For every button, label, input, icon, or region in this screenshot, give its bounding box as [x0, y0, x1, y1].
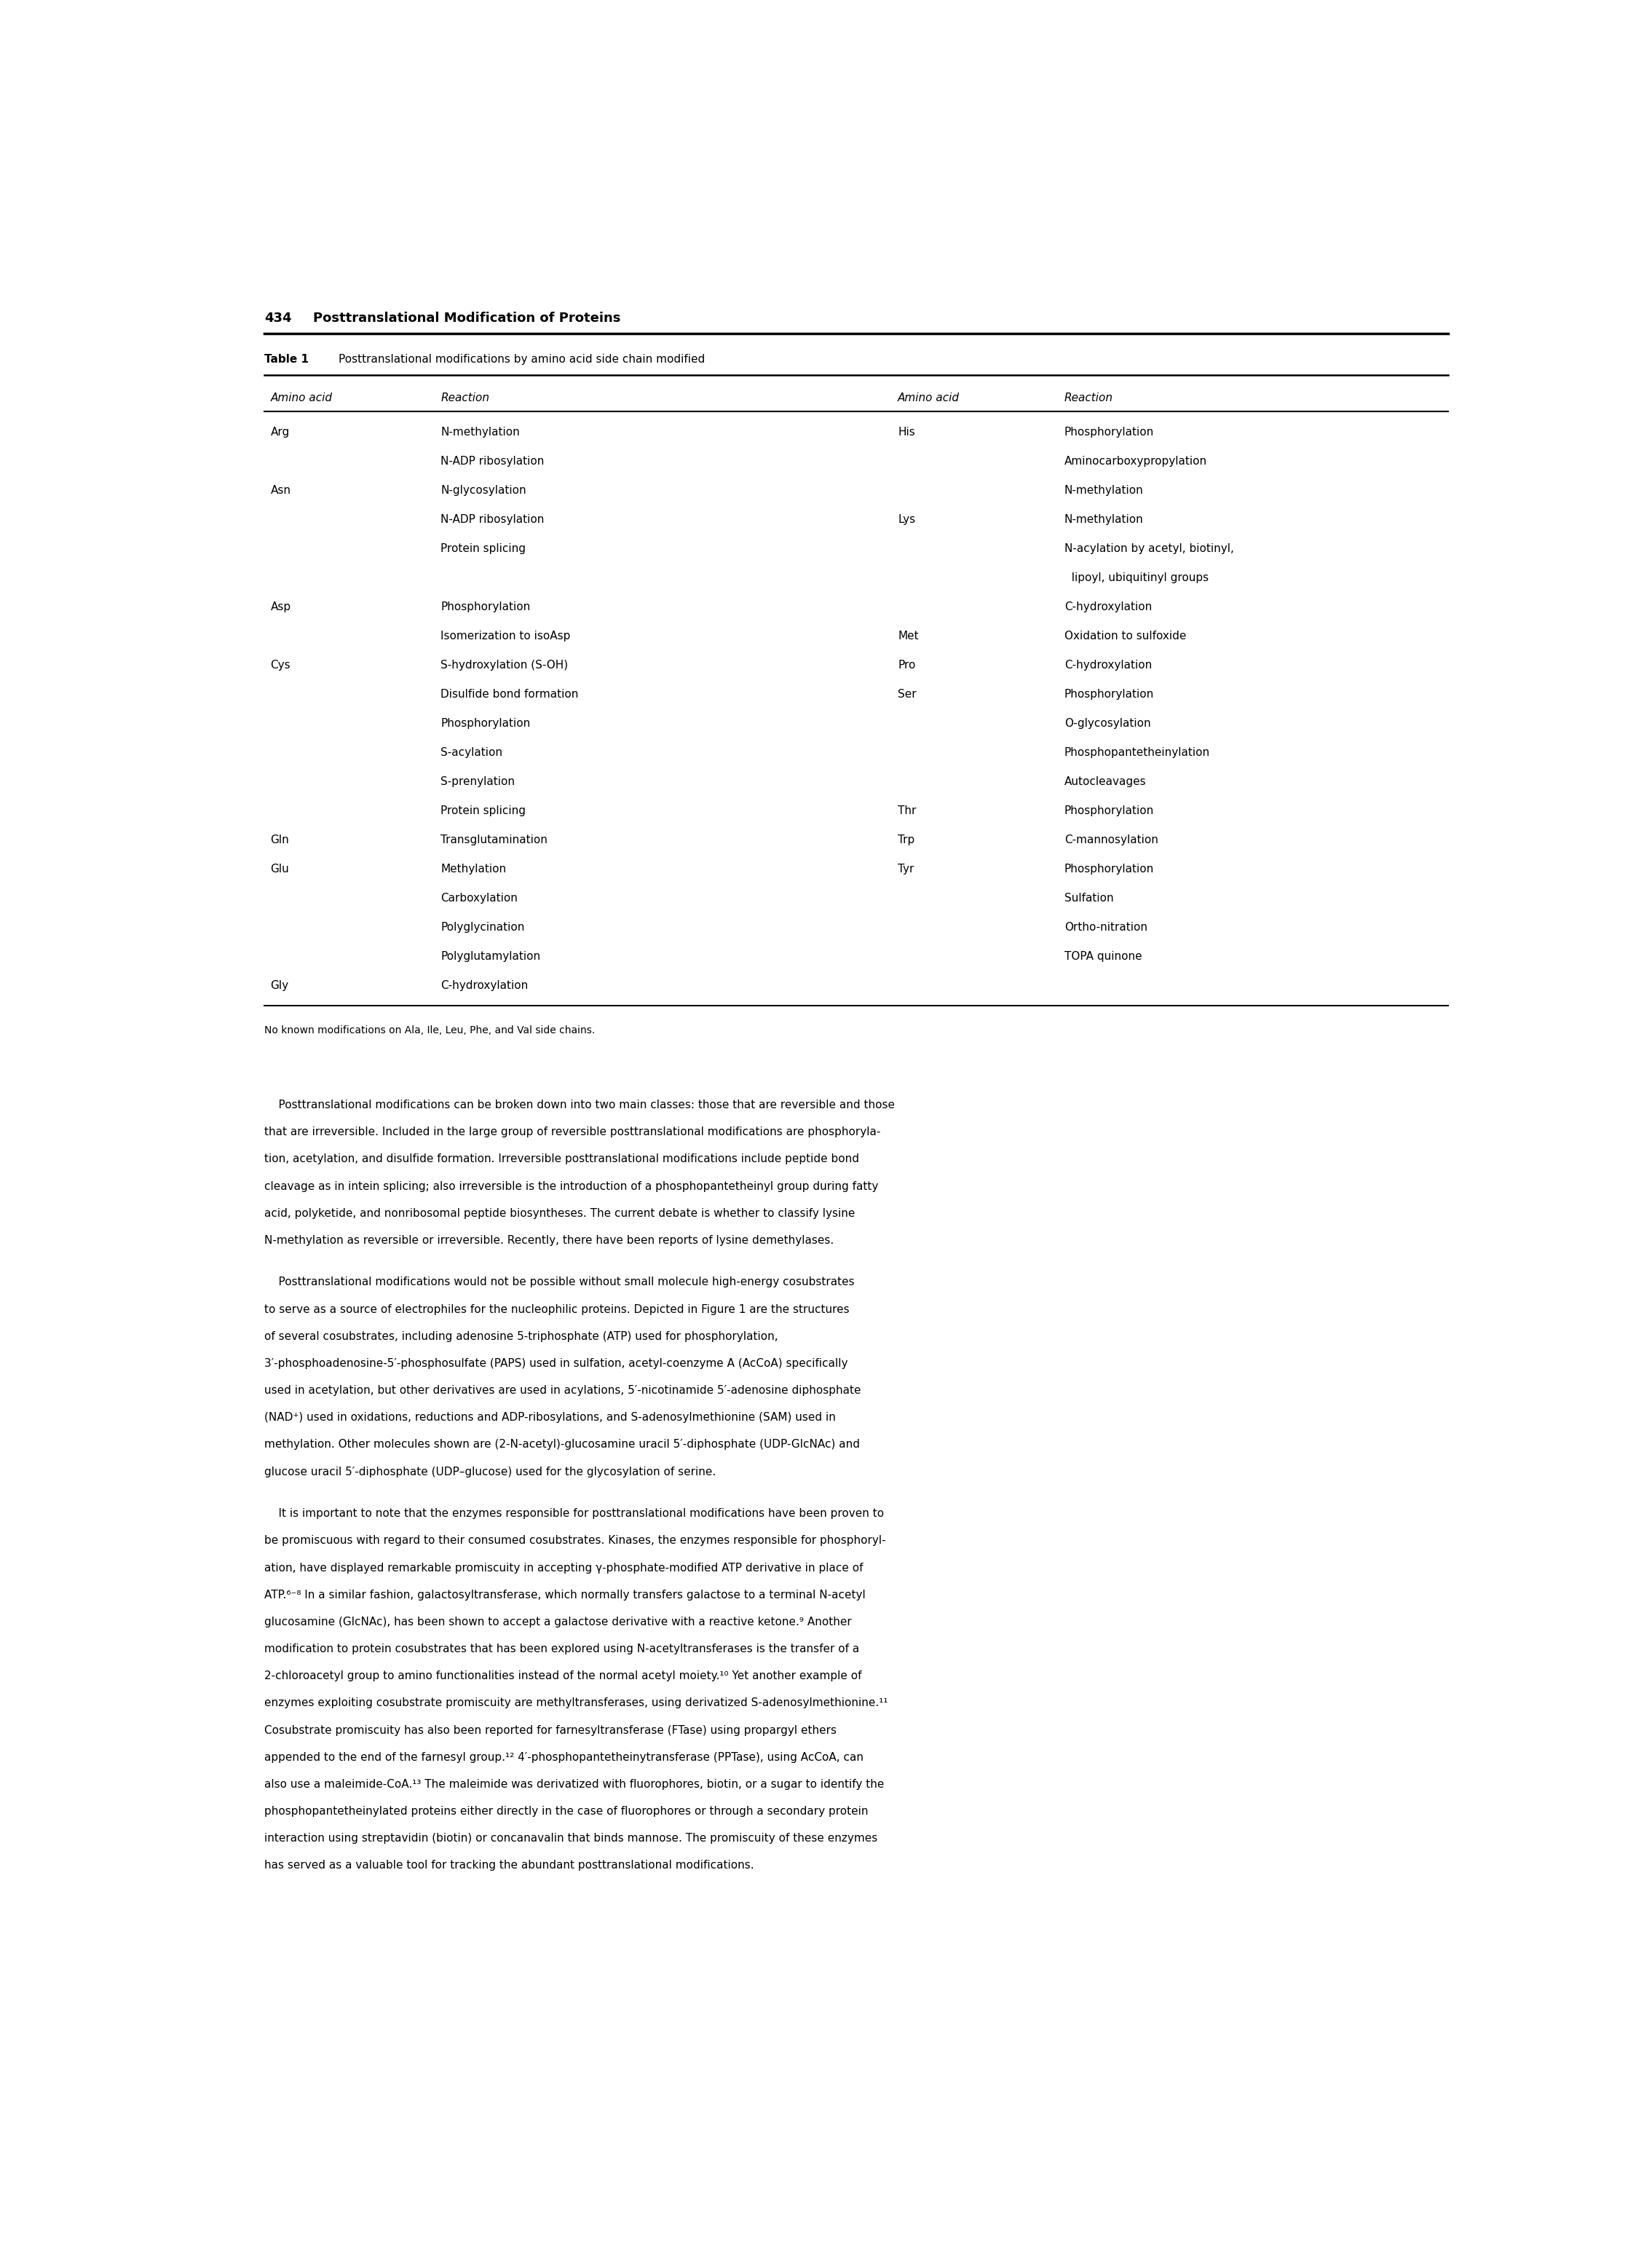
Text: Aminocarboxypropylation: Aminocarboxypropylation	[1064, 455, 1208, 466]
Text: 3′-phosphoadenosine-5′-phosphosulfate (PAPS) used in sulfation, acetyl-coenzyme : 3′-phosphoadenosine-5′-phosphosulfate (P…	[264, 1359, 847, 1370]
Text: Autocleavages: Autocleavages	[1064, 777, 1146, 786]
Text: Phosphorylation: Phosphorylation	[441, 602, 530, 613]
Text: of several cosubstrates, including adenosine 5-triphosphate (ATP) used for phosp: of several cosubstrates, including adeno…	[264, 1332, 778, 1343]
Text: Thr: Thr	[899, 804, 917, 816]
Text: Phosphorylation: Phosphorylation	[1064, 426, 1155, 437]
Text: glucosamine (GlcNAc), has been shown to accept a galactose derivative with a rea: glucosamine (GlcNAc), has been shown to …	[264, 1615, 851, 1627]
Text: phosphopantetheinylated proteins either directly in the case of fluorophores or : phosphopantetheinylated proteins either …	[264, 1807, 867, 1816]
Text: tion, acetylation, and disulfide formation. Irreversible posttranslational modif: tion, acetylation, and disulfide formati…	[264, 1154, 859, 1165]
Text: It is important to note that the enzymes responsible for posttranslational modif: It is important to note that the enzymes…	[264, 1507, 884, 1519]
Text: N-methylation: N-methylation	[1064, 484, 1143, 496]
Text: Polyglycination: Polyglycination	[441, 921, 525, 933]
Text: also use a maleimide-CoA.¹³ The maleimide was derivatized with fluorophores, bio: also use a maleimide-CoA.¹³ The maleimid…	[264, 1780, 884, 1789]
Text: Reaction: Reaction	[1064, 392, 1113, 403]
Text: used in acetylation, but other derivatives are used in acylations, 5′-nicotinami: used in acetylation, but other derivativ…	[264, 1386, 861, 1397]
Text: C-hydroxylation: C-hydroxylation	[441, 980, 529, 991]
Text: Gln: Gln	[271, 834, 289, 845]
Text: Tyr: Tyr	[899, 863, 914, 874]
Text: Posttranslational Modification of Proteins: Posttranslational Modification of Protei…	[312, 311, 620, 324]
Text: TOPA quinone: TOPA quinone	[1064, 951, 1142, 962]
Text: N-glycosylation: N-glycosylation	[441, 484, 527, 496]
Text: interaction using streptavidin (biotin) or concanavalin that binds mannose. The : interaction using streptavidin (biotin) …	[264, 1834, 877, 1843]
Text: Lys: Lys	[899, 514, 915, 525]
Text: Asn: Asn	[271, 484, 291, 496]
Text: Pro: Pro	[899, 660, 915, 671]
Text: Phosphorylation: Phosphorylation	[441, 719, 530, 730]
Text: Ser: Ser	[899, 689, 917, 701]
Text: that are irreversible. Included in the large group of reversible posttranslation: that are irreversible. Included in the l…	[264, 1126, 881, 1138]
Text: C-hydroxylation: C-hydroxylation	[1064, 660, 1151, 671]
Text: Ortho-nitration: Ortho-nitration	[1064, 921, 1146, 933]
Text: Posttranslational modifications would not be possible without small molecule hig: Posttranslational modifications would no…	[264, 1277, 854, 1289]
Text: (NAD⁺) used in oxidations, reductions and ADP-ribosylations, and S-adenosylmethi: (NAD⁺) used in oxidations, reductions an…	[264, 1413, 836, 1424]
Text: lipoyl, ubiquitinyl groups: lipoyl, ubiquitinyl groups	[1064, 572, 1209, 584]
Text: His: His	[899, 426, 915, 437]
Text: Gly: Gly	[271, 980, 289, 991]
Text: Isomerization to isoAsp: Isomerization to isoAsp	[441, 631, 570, 642]
Text: Glu: Glu	[271, 863, 289, 874]
Text: ATP.⁶⁻⁸ In a similar fashion, galactosyltransferase, which normally transfers ga: ATP.⁶⁻⁸ In a similar fashion, galactosyl…	[264, 1588, 866, 1600]
Text: Amino acid: Amino acid	[899, 392, 960, 403]
Text: Amino acid: Amino acid	[271, 392, 332, 403]
Text: N-ADP ribosylation: N-ADP ribosylation	[441, 514, 545, 525]
Text: Met: Met	[899, 631, 919, 642]
Text: Protein splicing: Protein splicing	[441, 804, 525, 816]
Text: Cosubstrate promiscuity has also been reported for farnesyltransferase (FTase) u: Cosubstrate promiscuity has also been re…	[264, 1726, 836, 1735]
Text: ation, have displayed remarkable promiscuity in accepting γ-phosphate-modified A: ation, have displayed remarkable promisc…	[264, 1561, 862, 1573]
Text: N-acylation by acetyl, biotinyl,: N-acylation by acetyl, biotinyl,	[1064, 543, 1234, 554]
Text: modification to protein cosubstrates that has been explored using N-acetyltransf: modification to protein cosubstrates tha…	[264, 1645, 859, 1654]
Text: Disulfide bond formation: Disulfide bond formation	[441, 689, 578, 701]
Text: be promiscuous with regard to their consumed cosubstrates. Kinases, the enzymes : be promiscuous with regard to their cons…	[264, 1534, 885, 1546]
Text: 434: 434	[264, 311, 291, 324]
Text: C-hydroxylation: C-hydroxylation	[1064, 602, 1151, 613]
Text: Table 1: Table 1	[264, 354, 309, 365]
Text: Phosphopantetheinylation: Phosphopantetheinylation	[1064, 748, 1209, 757]
Text: Carboxylation: Carboxylation	[441, 892, 517, 903]
Text: Sulfation: Sulfation	[1064, 892, 1113, 903]
Text: to serve as a source of electrophiles for the nucleophilic proteins. Depicted in: to serve as a source of electrophiles fo…	[264, 1304, 849, 1316]
Text: N-methylation: N-methylation	[1064, 514, 1143, 525]
Text: methylation. Other molecules shown are (2-N-acetyl)-glucosamine uracil 5′-diphos: methylation. Other molecules shown are (…	[264, 1440, 859, 1451]
Text: Methylation: Methylation	[441, 863, 507, 874]
Text: has served as a valuable tool for tracking the abundant posttranslational modifi: has served as a valuable tool for tracki…	[264, 1861, 753, 1870]
Text: appended to the end of the farnesyl group.¹² 4′-phosphopantetheinytransferase (P: appended to the end of the farnesyl grou…	[264, 1753, 864, 1762]
Text: Phosphorylation: Phosphorylation	[1064, 689, 1155, 701]
Text: N-ADP ribosylation: N-ADP ribosylation	[441, 455, 545, 466]
Text: S-hydroxylation (S-OH): S-hydroxylation (S-OH)	[441, 660, 568, 671]
Text: Asp: Asp	[271, 602, 291, 613]
Text: cleavage as in intein splicing; also irreversible is the introduction of a phosp: cleavage as in intein splicing; also irr…	[264, 1181, 879, 1192]
Text: S-prenylation: S-prenylation	[441, 777, 515, 786]
Text: acid, polyketide, and nonribosomal peptide biosyntheses. The current debate is w: acid, polyketide, and nonribosomal pepti…	[264, 1208, 854, 1219]
Text: S-acylation: S-acylation	[441, 748, 502, 757]
Text: C-mannosylation: C-mannosylation	[1064, 834, 1158, 845]
Text: No known modifications on Ala, Ile, Leu, Phe, and Val side chains.: No known modifications on Ala, Ile, Leu,…	[264, 1025, 595, 1034]
Text: Protein splicing: Protein splicing	[441, 543, 525, 554]
Text: Transglutamination: Transglutamination	[441, 834, 548, 845]
Text: Trp: Trp	[899, 834, 915, 845]
Text: Phosphorylation: Phosphorylation	[1064, 863, 1155, 874]
Text: Posttranslational modifications can be broken down into two main classes: those : Posttranslational modifications can be b…	[264, 1099, 895, 1111]
Text: Polyglutamylation: Polyglutamylation	[441, 951, 540, 962]
Text: N-methylation as reversible or irreversible. Recently, there have been reports o: N-methylation as reversible or irreversi…	[264, 1235, 834, 1246]
Text: 2-chloroacetyl group to amino functionalities instead of the normal acetyl moiet: 2-chloroacetyl group to amino functional…	[264, 1672, 861, 1681]
Text: enzymes exploiting cosubstrate promiscuity are methyltransferases, using derivat: enzymes exploiting cosubstrate promiscui…	[264, 1699, 887, 1708]
Text: Posttranslational modifications by amino acid side chain modified: Posttranslational modifications by amino…	[339, 354, 705, 365]
Text: Oxidation to sulfoxide: Oxidation to sulfoxide	[1064, 631, 1186, 642]
Text: O-glycosylation: O-glycosylation	[1064, 719, 1151, 730]
Text: Cys: Cys	[271, 660, 291, 671]
Text: N-methylation: N-methylation	[441, 426, 520, 437]
Text: Arg: Arg	[271, 426, 289, 437]
Text: Reaction: Reaction	[441, 392, 489, 403]
Text: Phosphorylation: Phosphorylation	[1064, 804, 1155, 816]
Text: glucose uracil 5′-diphosphate (UDP–glucose) used for the glycosylation of serine: glucose uracil 5′-diphosphate (UDP–gluco…	[264, 1467, 715, 1478]
